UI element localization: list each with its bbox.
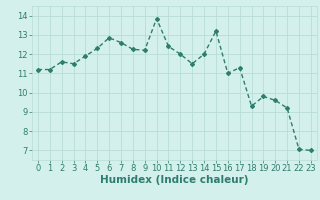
- X-axis label: Humidex (Indice chaleur): Humidex (Indice chaleur): [100, 175, 249, 185]
